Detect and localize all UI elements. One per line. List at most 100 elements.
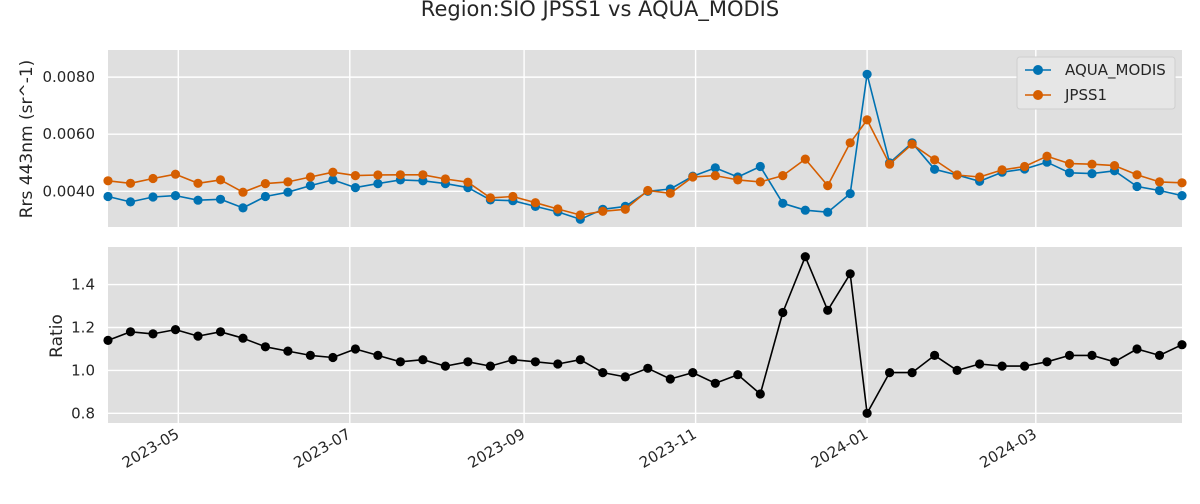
- ratio-grid-x: [177, 247, 1037, 423]
- jpss1-series-point: [598, 206, 608, 216]
- jpss1-series-point: [575, 210, 585, 220]
- legend-marker-jpss1: [1033, 90, 1043, 100]
- jpss1-series-point: [1042, 151, 1052, 161]
- aqua-modis-series-point: [305, 181, 315, 191]
- ratio-series-point: [620, 372, 630, 382]
- ratio-series-point: [1109, 357, 1120, 367]
- aqua-modis-series-point: [103, 191, 113, 202]
- jpss1-series-point: [1154, 177, 1165, 187]
- jpss1-series-point: [1132, 170, 1142, 180]
- jpss1-series-point: [508, 191, 518, 202]
- ratio-series-point: [305, 350, 315, 360]
- legend-box: [1016, 56, 1176, 110]
- ratio-series-point: [283, 346, 293, 356]
- aqua-modis-series-point: [170, 191, 181, 201]
- x-tick-label: 2023-09: [465, 425, 528, 472]
- ratio-series-point: [418, 355, 428, 365]
- ratio-series-point: [1154, 350, 1165, 360]
- jpss1-series-point: [862, 115, 872, 125]
- aqua-modis-series-point: [710, 163, 720, 173]
- ratio-series-point: [862, 408, 872, 418]
- ratio-series-point: [440, 361, 450, 371]
- aqua-modis-series-point: [862, 69, 872, 79]
- aqua-modis-series-point: [1132, 181, 1142, 192]
- jpss1-series-point: [1064, 159, 1075, 169]
- ratio-series-point: [885, 368, 895, 378]
- jpss1-series-point: [1020, 161, 1030, 172]
- ratio-series-point: [952, 365, 962, 375]
- rrs-plot-area: [108, 50, 1182, 227]
- jpss1-series-point: [373, 170, 383, 180]
- ratio-y-tick-labels: 0.8 1.0 1.2 1.4: [71, 276, 95, 423]
- jpss1-series-point: [103, 176, 113, 186]
- ratio-series-point: [575, 355, 585, 365]
- jpss1-series-point: [395, 170, 405, 180]
- aqua-modis-series-point: [238, 203, 248, 213]
- ratio-series-point: [193, 331, 203, 341]
- y-tick-label: 0.0060: [43, 125, 96, 143]
- jpss1-series-point: [885, 159, 895, 169]
- ratio-y-axis-label: Ratio: [47, 314, 67, 358]
- ratio-series-point: [1042, 357, 1052, 367]
- jpss1-series-point: [930, 155, 940, 165]
- jpss1-series-point: [125, 178, 136, 188]
- ratio-series-point: [665, 374, 675, 384]
- ratio-series-point: [823, 305, 833, 315]
- ratio-series-point: [778, 307, 788, 318]
- jpss1-series-point: [665, 188, 675, 198]
- ratio-series-point: [1064, 350, 1075, 360]
- aqua-modis-series-point: [1154, 185, 1165, 196]
- jpss1-series-point: [418, 170, 428, 180]
- ratio-series-point: [125, 327, 136, 337]
- ratio-series-point: [328, 352, 338, 363]
- aqua-modis-series-point: [260, 191, 270, 202]
- aqua-modis-series-point: [373, 179, 383, 189]
- aqua-modis-series-point: [215, 194, 226, 204]
- aqua-modis-series-point: [778, 198, 788, 208]
- jpss1-series-point: [1109, 161, 1120, 171]
- chart-title: Region:SIO JPSS1 vs AQUA_MODIS: [421, 0, 779, 22]
- jpss1-series-point: [305, 172, 315, 182]
- aqua-modis-series-point: [800, 205, 810, 215]
- x-tick-label: 2023-07: [291, 425, 354, 472]
- jpss1-series-point: [463, 177, 473, 187]
- rrs-y-axis-label: Rrs 443nm (sr^-1): [17, 60, 37, 219]
- ratio-series-point: [598, 368, 608, 378]
- ratio-series-point: [1020, 361, 1030, 371]
- aqua-modis-series-point: [283, 187, 293, 197]
- aqua-modis-series-point: [350, 183, 360, 193]
- ratio-series-point: [710, 378, 720, 388]
- jpss1-series-point: [193, 178, 203, 188]
- ratio-series-point: [148, 329, 158, 339]
- ratio-series-point: [260, 342, 270, 352]
- jpss1-series-point: [688, 172, 698, 182]
- aqua-modis-series-point: [823, 207, 833, 217]
- aqua-modis-series-point: [328, 175, 338, 185]
- ratio-series-point: [215, 327, 226, 337]
- y-tick-label: 1.0: [71, 361, 95, 379]
- y-tick-label: 0.0040: [43, 182, 96, 200]
- jpss1-series-point: [1177, 178, 1187, 188]
- jpss1-series-point: [710, 171, 720, 181]
- aqua-modis-series-point: [125, 197, 136, 207]
- ratio-series-point: [373, 350, 383, 360]
- jpss1-series-point: [553, 204, 563, 214]
- jpss1-series-point: [350, 171, 360, 181]
- rrs-series-layer: [103, 69, 1187, 224]
- jpss1-series-point: [823, 181, 833, 191]
- ratio-series-point: [733, 370, 743, 380]
- jpss1-series-point: [283, 177, 293, 187]
- jpss1-series-point: [800, 154, 810, 164]
- x-tick-label: 2024-03: [977, 425, 1040, 472]
- ratio-series-point: [530, 357, 541, 367]
- ratio-series-point: [508, 355, 518, 365]
- ratio-series-point: [238, 333, 248, 343]
- aqua-modis-series-point: [148, 192, 158, 202]
- ratio-series-point: [1177, 340, 1187, 350]
- jpss1-series-point: [975, 172, 985, 182]
- legend-label-aqua-modis: AQUA_MODIS: [1065, 61, 1166, 80]
- aqua-modis-series-point: [1177, 191, 1187, 201]
- jpss1-series-point: [215, 175, 226, 185]
- y-tick-label: 1.4: [71, 276, 95, 294]
